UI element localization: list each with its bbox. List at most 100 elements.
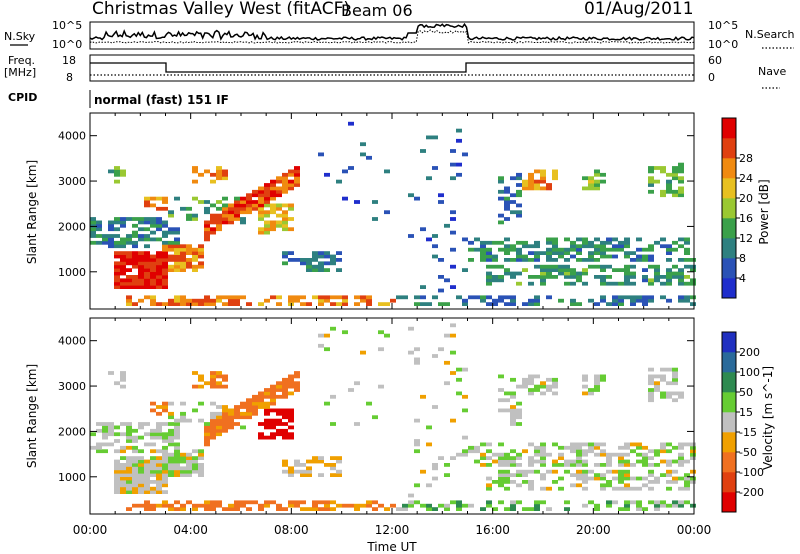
- velocity-cell: [558, 456, 564, 460]
- velocity-cell: [522, 377, 528, 382]
- velocity-cell: [510, 418, 516, 423]
- velocity-cell: [156, 449, 162, 454]
- power-cell: [306, 264, 312, 269]
- velocity-cell: [156, 405, 162, 409]
- power-cell: [570, 298, 576, 303]
- velocity-cell: [468, 445, 474, 450]
- power-cell: [180, 254, 186, 259]
- noise-traces: [89, 22, 695, 44]
- velocity-cell: [252, 394, 258, 399]
- power-cell: [546, 183, 552, 187]
- velocity-cell: [534, 507, 540, 511]
- velocity-cell: [378, 330, 384, 335]
- velocity-cell: [594, 452, 600, 457]
- velocity-cell: [126, 486, 132, 491]
- power-cell: [510, 247, 516, 252]
- power-cell: [246, 200, 252, 204]
- velocity-cell: [582, 480, 588, 484]
- power-cell: [180, 302, 186, 306]
- power-cell: [120, 261, 126, 266]
- velocity-cell: [576, 463, 582, 467]
- velocity-cell: [162, 500, 168, 505]
- velocity-cell: [132, 483, 138, 488]
- velocity-cell: [156, 422, 162, 426]
- power-cell: [606, 254, 612, 259]
- velocity-cell: [216, 425, 222, 430]
- velocity-cell: [114, 466, 120, 471]
- velocity-cell: [264, 405, 270, 409]
- power-cell: [630, 302, 636, 306]
- velocity-colorbar-tick-label: 200: [739, 346, 760, 359]
- power-colorbar-tick-label: 28: [739, 152, 753, 165]
- velocity-cell: [144, 422, 150, 426]
- velocity-cell: [198, 466, 204, 471]
- power-cell: [162, 281, 168, 286]
- velocity-cell: [498, 500, 504, 505]
- power-cell: [630, 281, 636, 286]
- velocity-cell: [342, 503, 348, 508]
- velocity-cell: [546, 377, 552, 382]
- power-cell: [126, 281, 132, 286]
- velocity-cell: [252, 398, 258, 403]
- power-cell: [540, 176, 546, 181]
- power-cell: [534, 258, 540, 262]
- velocity-cell: [192, 371, 198, 375]
- velocity-cell: [690, 476, 696, 481]
- power-cell: [480, 295, 486, 300]
- power-cell: [282, 210, 288, 215]
- velocity-cell: [204, 428, 210, 433]
- velocity-cell: [282, 381, 288, 386]
- power-cell: [402, 295, 408, 300]
- power-cell: [228, 302, 234, 306]
- power-cell: [498, 240, 504, 245]
- power-cell: [90, 217, 96, 221]
- power-cell: [630, 264, 636, 269]
- power-colorbar-segment: [722, 258, 736, 279]
- velocity-cell: [300, 507, 306, 511]
- power-cell: [498, 298, 504, 303]
- power-cell: [306, 268, 312, 272]
- power-cell: [180, 295, 186, 300]
- velocity-cell: [282, 428, 288, 433]
- velocity-cell: [624, 469, 630, 474]
- velocity-cell: [132, 463, 138, 467]
- power-cell: [564, 264, 570, 269]
- power-cell: [138, 234, 144, 238]
- power-cell: [198, 264, 204, 269]
- velocity-cell: [672, 371, 678, 375]
- power-cell: [522, 268, 528, 272]
- velocity-cell: [174, 456, 180, 460]
- velocity-cell: [498, 398, 504, 403]
- power-cell: [222, 295, 228, 300]
- power-cell: [138, 298, 144, 303]
- velocity-cell: [240, 415, 246, 420]
- velocity-cell: [156, 432, 162, 437]
- velocity-cell: [426, 507, 432, 511]
- velocity-cell: [528, 459, 534, 464]
- velocity-cell: [456, 500, 462, 505]
- power-cell: [312, 295, 318, 300]
- velocity-cell: [294, 384, 300, 389]
- power-cell: [666, 179, 672, 184]
- power-cell: [492, 258, 498, 262]
- velocity-cell: [678, 445, 684, 450]
- velocity-cell: [660, 377, 666, 382]
- power-cell: [624, 268, 630, 272]
- velocity-cell: [588, 500, 594, 505]
- power-cell: [144, 281, 150, 286]
- velocity-cell: [456, 391, 462, 396]
- x-axis-label: Time UT: [366, 540, 417, 554]
- power-cell: [582, 176, 588, 181]
- velocity-cell: [108, 425, 114, 430]
- power-cell: [270, 206, 276, 211]
- power-cell: [684, 275, 690, 279]
- power-cell: [114, 254, 120, 259]
- velocity-ytick-label: 4000: [58, 335, 86, 348]
- power-cell: [564, 268, 570, 272]
- power-cell: [498, 179, 504, 184]
- power-cell: [168, 230, 174, 235]
- velocity-cell: [330, 473, 336, 477]
- velocity-cell: [600, 473, 606, 477]
- velocity-cell: [276, 428, 282, 433]
- noise-panel-frame: [89, 21, 695, 50]
